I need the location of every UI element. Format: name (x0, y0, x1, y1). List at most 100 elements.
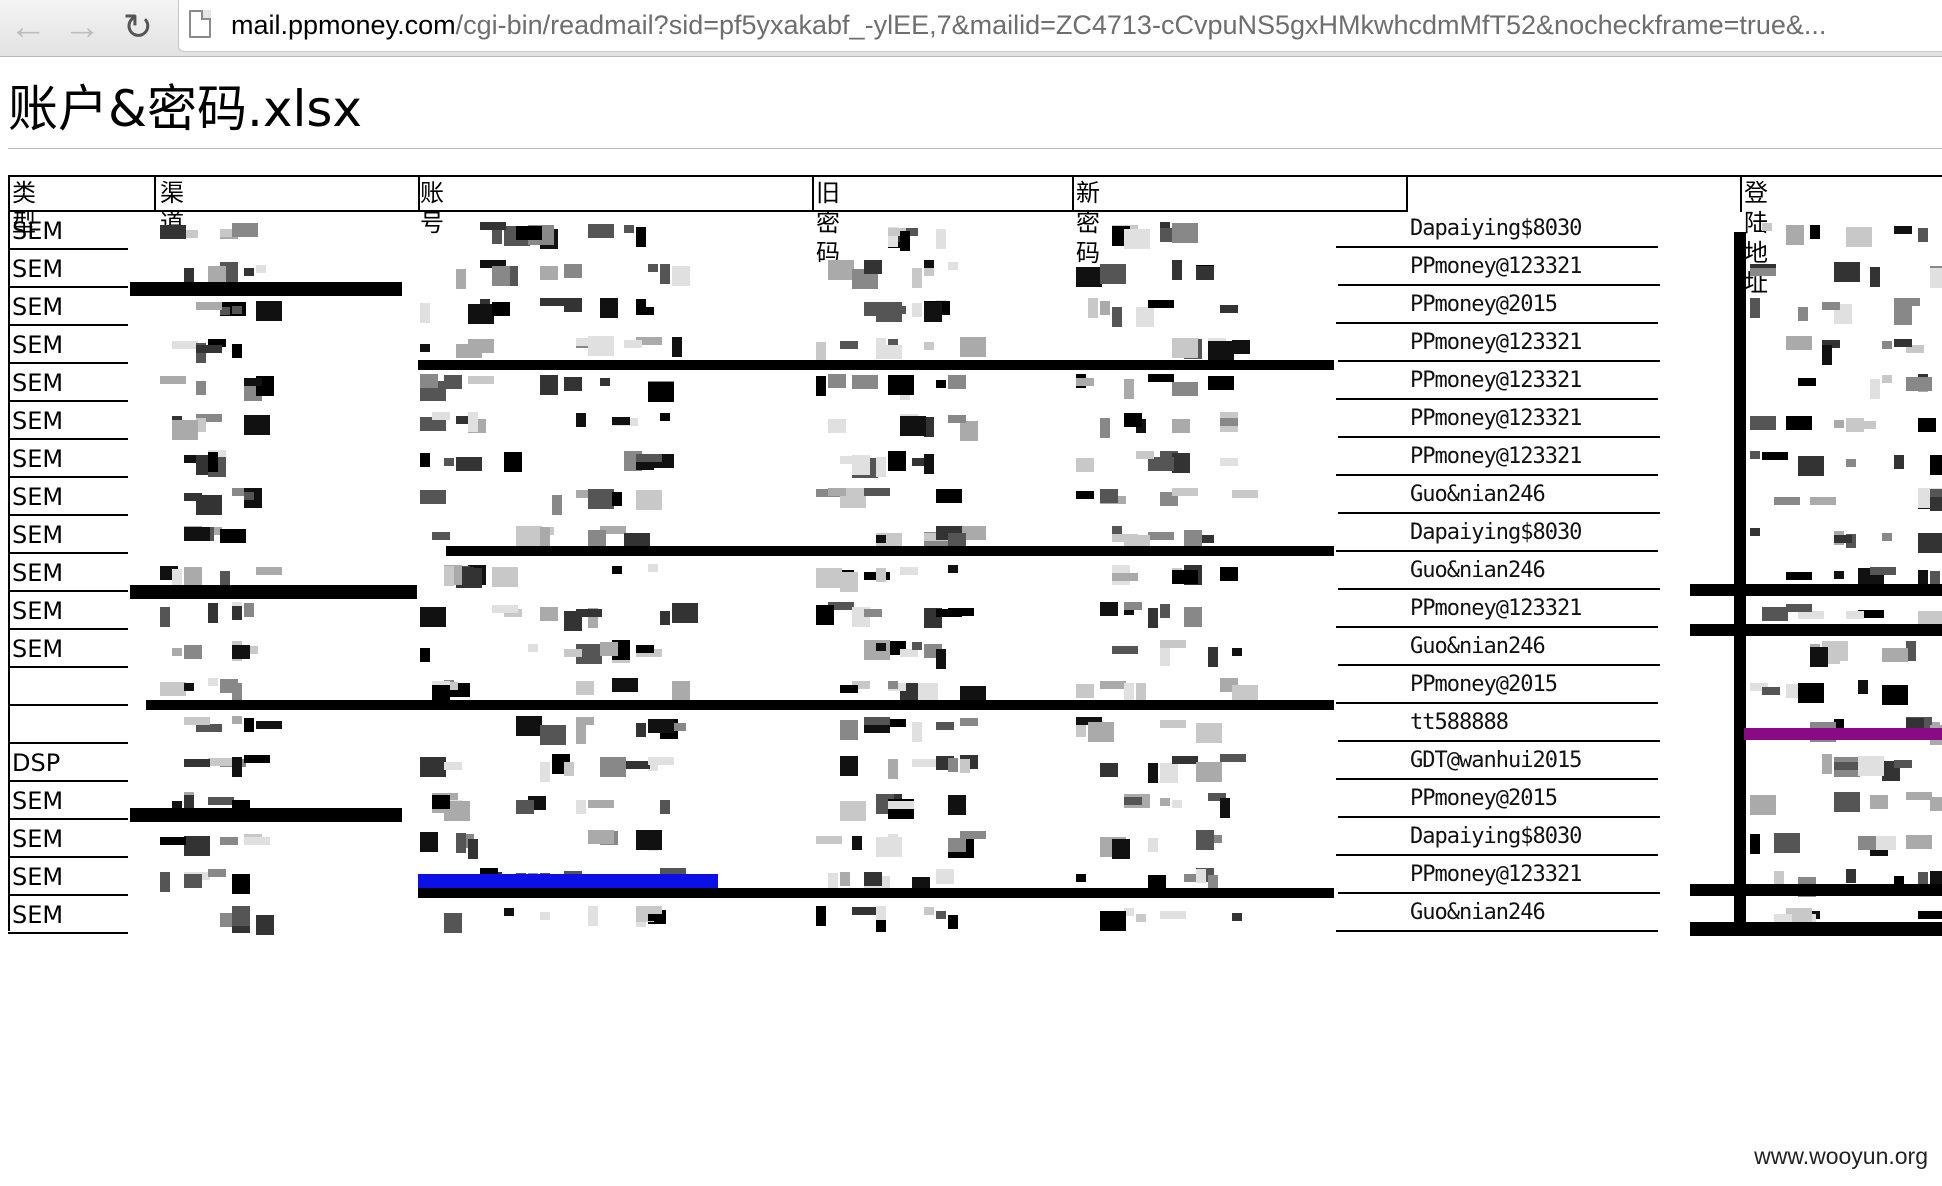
pixelated-redaction (1834, 719, 1844, 733)
pixelated-redaction (184, 759, 210, 767)
row-password: tt588888 (1410, 710, 1509, 735)
pixelated-redaction (1930, 268, 1942, 288)
pixelated-redaction (1208, 793, 1226, 801)
url-text[interactable]: mail.ppmoney.com/cgi-bin/readmail?sid=pf… (231, 6, 1931, 44)
header-col-border (812, 175, 814, 212)
pixelated-redaction (244, 268, 254, 276)
pixelated-redaction (876, 535, 886, 543)
black-redaction-bar (130, 282, 402, 296)
row-border (8, 286, 128, 288)
pixelated-redaction (948, 415, 966, 423)
pixelated-redaction (208, 603, 218, 623)
header-bottom-border (8, 210, 1408, 212)
pixelated-redaction (636, 906, 662, 914)
pixelated-redaction (1172, 338, 1198, 358)
pixelated-redaction (660, 800, 670, 814)
pixelated-redaction (576, 800, 586, 814)
pixelated-redaction (516, 716, 542, 736)
pixelated-redaction (660, 868, 686, 876)
pixelated-redaction (900, 649, 918, 657)
pixelated-redaction (1882, 533, 1892, 541)
pixelated-redaction (444, 458, 454, 466)
pixelated-redaction (1774, 871, 1784, 891)
pixelated-redaction (816, 376, 826, 396)
reload-button[interactable]: ↻ (116, 4, 160, 50)
pixelated-redaction (244, 603, 254, 617)
pixelated-redaction (1112, 839, 1130, 859)
pixelated-redaction (840, 456, 858, 464)
pixelated-redaction (444, 801, 470, 821)
url-path: /cgi-bin/readmail?sid=pf5yxakabf_-ylEE,7… (455, 10, 1827, 40)
pixelated-redaction (600, 298, 618, 318)
back-button[interactable]: ← (6, 4, 50, 50)
pixelated-redaction (1750, 298, 1760, 318)
row-border (8, 362, 128, 364)
row-type: SEM (12, 863, 64, 891)
black-redaction-bar (1690, 584, 1942, 596)
pixelated-redaction (876, 568, 886, 582)
pixelated-redaction (588, 800, 614, 808)
pixelated-redaction (888, 228, 906, 236)
pixelated-redaction (924, 268, 934, 276)
pixelated-redaction (184, 683, 194, 691)
pixelated-redaction (1196, 266, 1214, 280)
black-redaction-bar (418, 888, 1334, 898)
pixelated-redaction (1100, 681, 1126, 689)
pixelated-redaction (1196, 762, 1222, 782)
row-password: Guo&nian246 (1410, 634, 1546, 659)
pixelated-redaction (1834, 792, 1860, 812)
pixelated-redaction (1148, 838, 1158, 852)
pixelated-redaction (504, 908, 514, 916)
pixelated-redaction (1088, 298, 1098, 318)
pixelated-redaction (876, 912, 886, 932)
pixelated-redaction (636, 307, 654, 315)
pixelated-redaction (876, 302, 902, 322)
pixelated-redaction (552, 495, 562, 515)
pixelated-redaction (1100, 418, 1110, 438)
pixelated-redaction (1148, 608, 1158, 628)
pixelated-redaction (576, 413, 586, 427)
pixelated-redaction (528, 644, 538, 652)
pixelated-redaction (232, 306, 242, 314)
pixelated-redaction (1894, 305, 1912, 325)
row-password: PPmoney@123321 (1410, 862, 1582, 887)
pixelated-redaction (1112, 646, 1138, 654)
pixelated-redaction (816, 568, 842, 588)
pixelated-redaction (420, 344, 430, 352)
pixelated-redaction (828, 419, 846, 433)
pixelated-redaction (1076, 267, 1102, 287)
pixelated-redaction (432, 412, 450, 420)
pixelated-redaction (208, 797, 234, 805)
pixelated-redaction (888, 719, 906, 727)
pixelated-redaction (588, 489, 614, 509)
pixelated-redaction (960, 718, 978, 726)
pixelated-redaction (672, 337, 682, 357)
header-account: 账号 (420, 179, 444, 237)
row-type: DSP (12, 749, 61, 777)
pixelated-redaction (184, 795, 194, 809)
pixelated-redaction (1762, 223, 1772, 231)
header-new-password: 新密码 (1076, 179, 1100, 267)
pixelated-redaction (1786, 572, 1812, 580)
header-col-border (1740, 175, 1742, 212)
pixelated-redaction (936, 489, 962, 503)
pixelated-redaction (220, 837, 238, 845)
pixelated-redaction (1918, 533, 1942, 553)
pixelated-redaction (184, 493, 202, 501)
pixelated-redaction (492, 605, 518, 613)
forward-button[interactable]: → (60, 4, 104, 50)
pixelated-redaction (1196, 723, 1222, 743)
pixelated-redaction (888, 759, 898, 779)
row-type: SEM (12, 369, 64, 397)
address-bar[interactable]: mail.ppmoney.com/cgi-bin/readmail?sid=pf… (178, 0, 1942, 52)
row-border (1338, 512, 1660, 514)
pixelated-redaction (196, 343, 206, 363)
pixelated-redaction (1172, 570, 1198, 584)
pixelated-redaction (244, 755, 270, 763)
pixelated-redaction (852, 375, 878, 389)
pixelated-redaction (1930, 489, 1942, 497)
pixelated-redaction (912, 759, 938, 767)
pixelated-redaction (1220, 754, 1246, 762)
pixelated-redaction (444, 913, 462, 933)
pixelated-redaction (948, 838, 966, 852)
